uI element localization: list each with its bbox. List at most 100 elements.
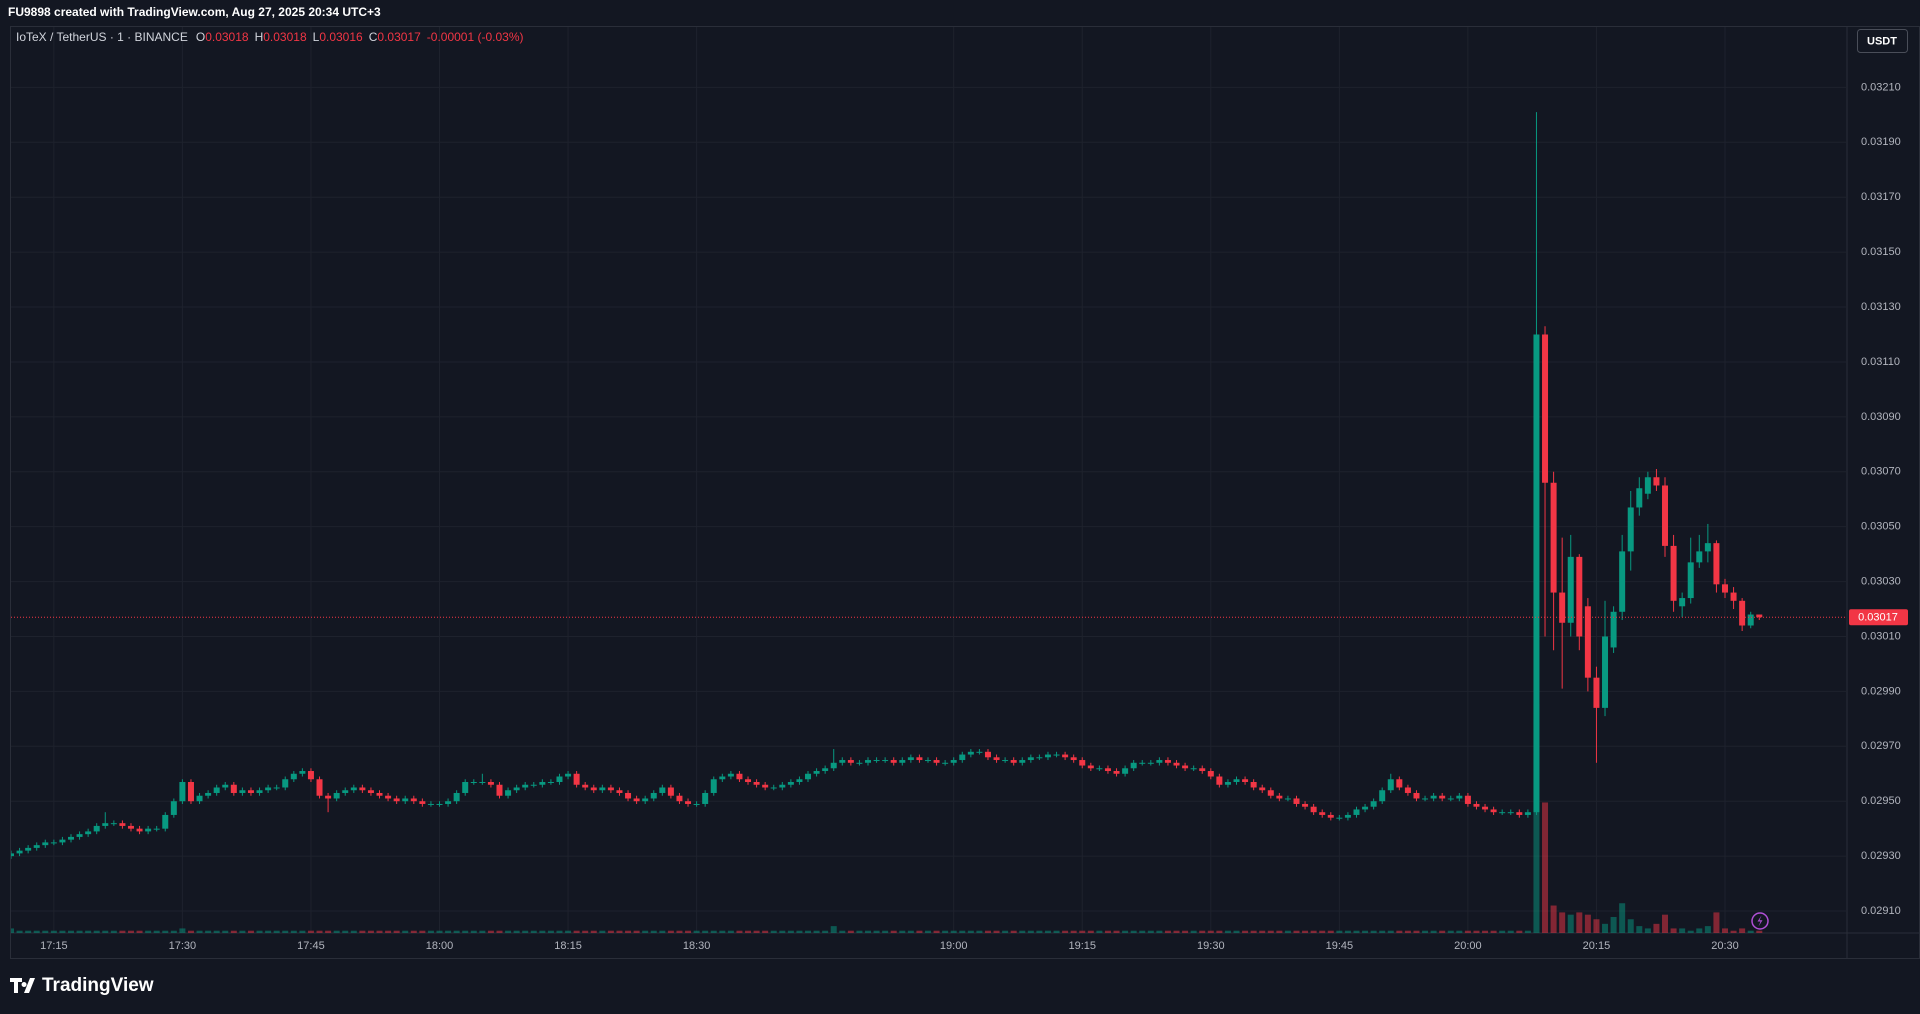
- volume-bar: [959, 930, 966, 933]
- volume-bar: [1053, 930, 1060, 933]
- volume-bar: [1662, 914, 1669, 933]
- candle-body: [376, 792, 383, 796]
- candle-body: [1362, 806, 1369, 810]
- volume-bar: [1584, 914, 1591, 933]
- volume-bar: [50, 930, 57, 933]
- candle-body: [1267, 790, 1274, 796]
- volume-bar: [942, 930, 949, 933]
- volume-bar: [1302, 930, 1309, 933]
- volume-bar: [796, 930, 803, 933]
- volume-bar: [1182, 930, 1189, 933]
- alert-icon[interactable]: [1751, 912, 1769, 930]
- candle-body: [1576, 556, 1583, 637]
- footer-logo[interactable]: TradingView: [10, 975, 154, 996]
- candle-body: [1422, 798, 1429, 800]
- volume-bar: [1730, 930, 1737, 933]
- candle-body: [1387, 779, 1394, 791]
- volume-bar: [1344, 930, 1351, 933]
- volume-bar: [1310, 930, 1317, 933]
- candle-body: [1584, 606, 1591, 678]
- volume-bar: [470, 930, 477, 933]
- volume-bar: [1550, 905, 1557, 933]
- volume-bar: [385, 930, 392, 933]
- y-tick-label: 0.03190: [1861, 136, 1901, 148]
- candle-body: [1207, 771, 1214, 777]
- candle-body: [265, 787, 272, 791]
- logo-mark[interactable]: [10, 978, 35, 993]
- candle-body: [436, 803, 443, 805]
- candle-body: [102, 823, 109, 826]
- volume-bar: [856, 930, 863, 933]
- alert-bolt[interactable]: [1757, 915, 1763, 927]
- candle-body: [1276, 795, 1283, 799]
- volume-bar: [85, 930, 92, 933]
- volume-bar: [410, 930, 417, 933]
- volume-bar: [967, 930, 974, 933]
- volume-bar: [1696, 928, 1703, 933]
- candle-body: [1096, 768, 1103, 770]
- volume-bar: [1739, 928, 1746, 933]
- candle-body: [556, 776, 563, 782]
- volume-bar: [359, 930, 366, 933]
- y-tick-label: 0.02950: [1861, 795, 1901, 807]
- candle-body: [325, 795, 332, 799]
- candle-body: [1524, 812, 1531, 815]
- candle-body: [1104, 768, 1111, 772]
- y-tick-label: 0.02970: [1861, 740, 1901, 752]
- volume-bar: [1713, 912, 1720, 933]
- candle-body: [1404, 787, 1411, 793]
- y-tick-label: 0.03170: [1861, 191, 1901, 203]
- volume-bar: [496, 930, 503, 933]
- volume-bar: [1027, 930, 1034, 933]
- volume-bar: [890, 930, 897, 933]
- candle-body: [667, 787, 674, 796]
- volume-bar: [299, 930, 306, 933]
- volume-bar: [907, 930, 914, 933]
- y-tick-label: 0.03010: [1861, 630, 1901, 642]
- candle-body: [779, 784, 786, 788]
- candle-body: [1687, 562, 1694, 599]
- candle-body: [633, 798, 640, 802]
- candle-body: [119, 823, 126, 826]
- volume-bar: [1190, 930, 1197, 933]
- volume-bar: [616, 930, 623, 933]
- volume-bar: [1002, 930, 1009, 933]
- candle-body: [1379, 790, 1386, 802]
- currency-label[interactable]: USDT: [1867, 35, 1897, 47]
- candle-body: [1482, 806, 1489, 810]
- volume-bar: [350, 930, 357, 933]
- volume-bar: [770, 930, 777, 933]
- volume-bar: [582, 930, 589, 933]
- volume-bar: [1602, 923, 1609, 933]
- volume-bar: [573, 930, 580, 933]
- volume-bar: [650, 930, 657, 933]
- candle-body: [753, 782, 760, 785]
- volume-bar: [1284, 930, 1291, 933]
- candle-body: [1353, 809, 1360, 815]
- candle-body: [599, 787, 606, 791]
- volume-bar: [16, 930, 23, 933]
- volume-bar: [565, 930, 572, 933]
- candle-body: [470, 782, 477, 783]
- volume-bar: [865, 930, 871, 933]
- volume-bar: [342, 930, 349, 933]
- volume-bar: [136, 930, 143, 933]
- candle-body: [873, 760, 880, 762]
- volume-bar: [1233, 930, 1240, 933]
- logo-text[interactable]: TradingView: [42, 975, 154, 996]
- currency-button[interactable]: [1857, 29, 1908, 53]
- volume-bar: [436, 930, 443, 933]
- volume-bar: [1250, 930, 1257, 933]
- candle-body: [1430, 795, 1437, 799]
- alert-ring[interactable]: [1751, 912, 1769, 930]
- last-price-label: 0.03017: [1858, 612, 1898, 624]
- volume-bar: [1756, 930, 1763, 933]
- x-tick-label: 17:45: [297, 940, 325, 952]
- volume-bar: [453, 930, 460, 933]
- volume-bar: [1670, 928, 1677, 933]
- ohlc-value: 0.03018: [205, 30, 249, 44]
- candle-body: [719, 776, 726, 780]
- volume-bar: [59, 930, 66, 933]
- candle-body: [59, 839, 66, 843]
